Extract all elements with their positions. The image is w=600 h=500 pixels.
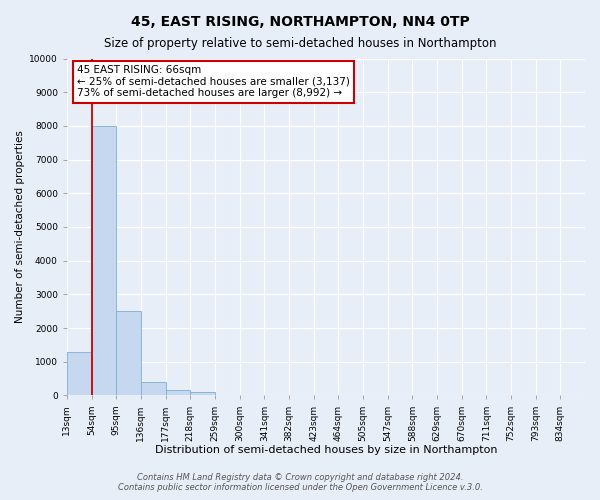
Bar — [141, 382, 166, 396]
Bar — [190, 392, 215, 396]
Text: 45 EAST RISING: 66sqm
← 25% of semi-detached houses are smaller (3,137)
73% of s: 45 EAST RISING: 66sqm ← 25% of semi-deta… — [77, 65, 350, 98]
Bar — [166, 390, 190, 396]
X-axis label: Distribution of semi-detached houses by size in Northampton: Distribution of semi-detached houses by … — [155, 445, 497, 455]
Text: Contains HM Land Registry data © Crown copyright and database right 2024.
Contai: Contains HM Land Registry data © Crown c… — [118, 473, 482, 492]
Bar — [92, 126, 116, 396]
Bar — [116, 311, 141, 396]
Text: 45, EAST RISING, NORTHAMPTON, NN4 0TP: 45, EAST RISING, NORTHAMPTON, NN4 0TP — [131, 15, 469, 29]
Y-axis label: Number of semi-detached properties: Number of semi-detached properties — [15, 130, 25, 324]
Bar — [67, 352, 92, 396]
Text: Size of property relative to semi-detached houses in Northampton: Size of property relative to semi-detach… — [104, 38, 496, 51]
